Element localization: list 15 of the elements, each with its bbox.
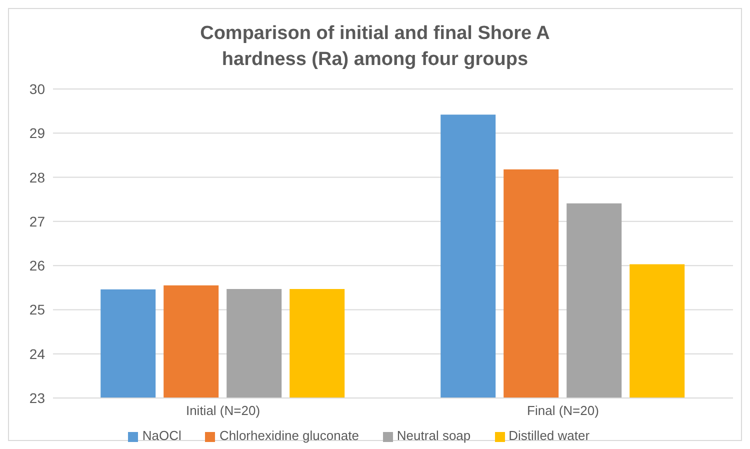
y-tick-label: 26 <box>29 258 46 274</box>
y-tick-label: 24 <box>29 346 46 362</box>
y-tick-label: 29 <box>29 125 46 142</box>
x-tick-label: Final (N=20) <box>527 403 599 418</box>
legend-label: Chlorhexidine gluconate <box>219 428 359 443</box>
y-tick-label: 23 <box>29 390 46 406</box>
y-tick-label: 30 <box>29 80 46 97</box>
chart-title: Comparison of initial and final Shore A hardness (Ra) among four groups <box>199 22 551 72</box>
legend-label: NaOCl <box>142 428 182 443</box>
y-tick-label: 28 <box>29 169 46 186</box>
legend-label: Distilled water <box>508 428 590 443</box>
x-tick-label: Initial (N=20) <box>186 403 260 418</box>
y-tick-label: 25 <box>29 302 46 318</box>
legend-label: Neutral soap <box>396 428 471 443</box>
y-tick-label: 27 <box>29 213 46 230</box>
